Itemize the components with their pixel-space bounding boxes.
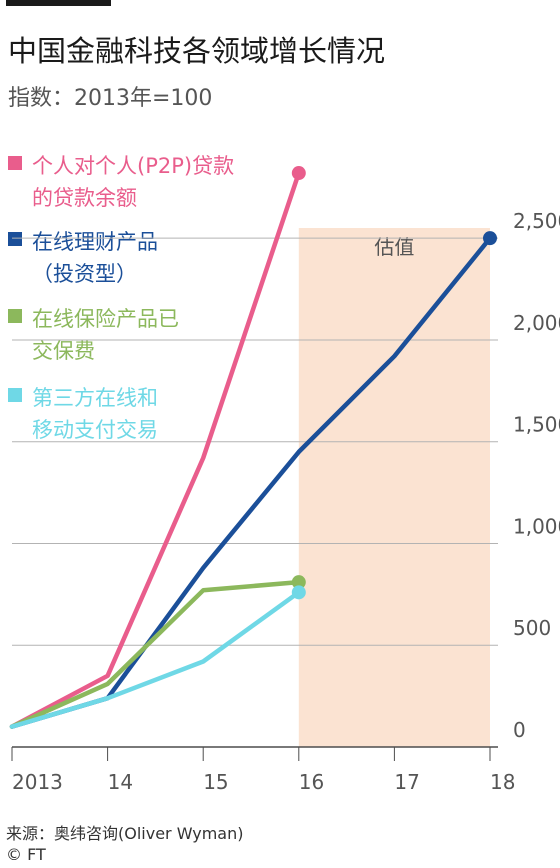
x-tick-label: 18 (490, 770, 515, 794)
y-tick-label: 2,000 (513, 311, 560, 335)
source-note: 来源：奥纬咨询(Oliver Wyman) (6, 824, 244, 843)
x-tick-label: 16 (299, 770, 324, 794)
y-tick-label: 2,500 (513, 209, 560, 233)
series-end-marker-2 (291, 575, 306, 590)
y-tick-label: 1,500 (513, 413, 560, 437)
chart-subtitle: 指数：2013年=100 (8, 86, 213, 111)
chart-title: 中国金融科技各领域增长情况 (8, 34, 386, 68)
series-end-marker-0 (291, 166, 306, 181)
y-tick-label: 500 (513, 616, 551, 640)
legend-swatch-p2p (8, 156, 22, 170)
x-tick-label: 15 (203, 770, 228, 794)
estimate-shade (298, 228, 490, 747)
x-tick-label: 17 (394, 770, 419, 794)
series-line-0 (9, 170, 302, 729)
legend-label-wealth: 在线理财产品 （投资型） (32, 230, 158, 286)
legend-label-p2p: 个人对个人(P2P)贷款 的贷款余额 (32, 154, 235, 210)
series-end-marker-3 (291, 585, 306, 600)
legend-swatch-payment (8, 388, 22, 402)
y-tick-label: 1,000 (513, 514, 560, 538)
top-rule (6, 0, 111, 6)
series-line-3 (9, 590, 302, 729)
x-tick-label: 14 (108, 770, 133, 794)
y-tick-label: 0 (513, 718, 526, 742)
series-line-2 (9, 579, 302, 729)
legend-label-insurance: 在线保险产品已 交保费 (32, 307, 179, 363)
legend-swatch-insurance (8, 309, 22, 323)
copyright-note: © FT (6, 845, 46, 864)
series-end-marker-1 (483, 231, 497, 246)
legend-swatch-wealth (8, 232, 22, 246)
legend-label-payment: 第三方在线和 移动支付交易 (32, 386, 158, 442)
x-tick-label: 2013 (12, 770, 63, 794)
estimate-label: 估值 (374, 235, 414, 259)
line-chart: 估值 0 500 1,000 1,500 2,000 2,500 2013 14 15 16 17… (9, 166, 560, 794)
